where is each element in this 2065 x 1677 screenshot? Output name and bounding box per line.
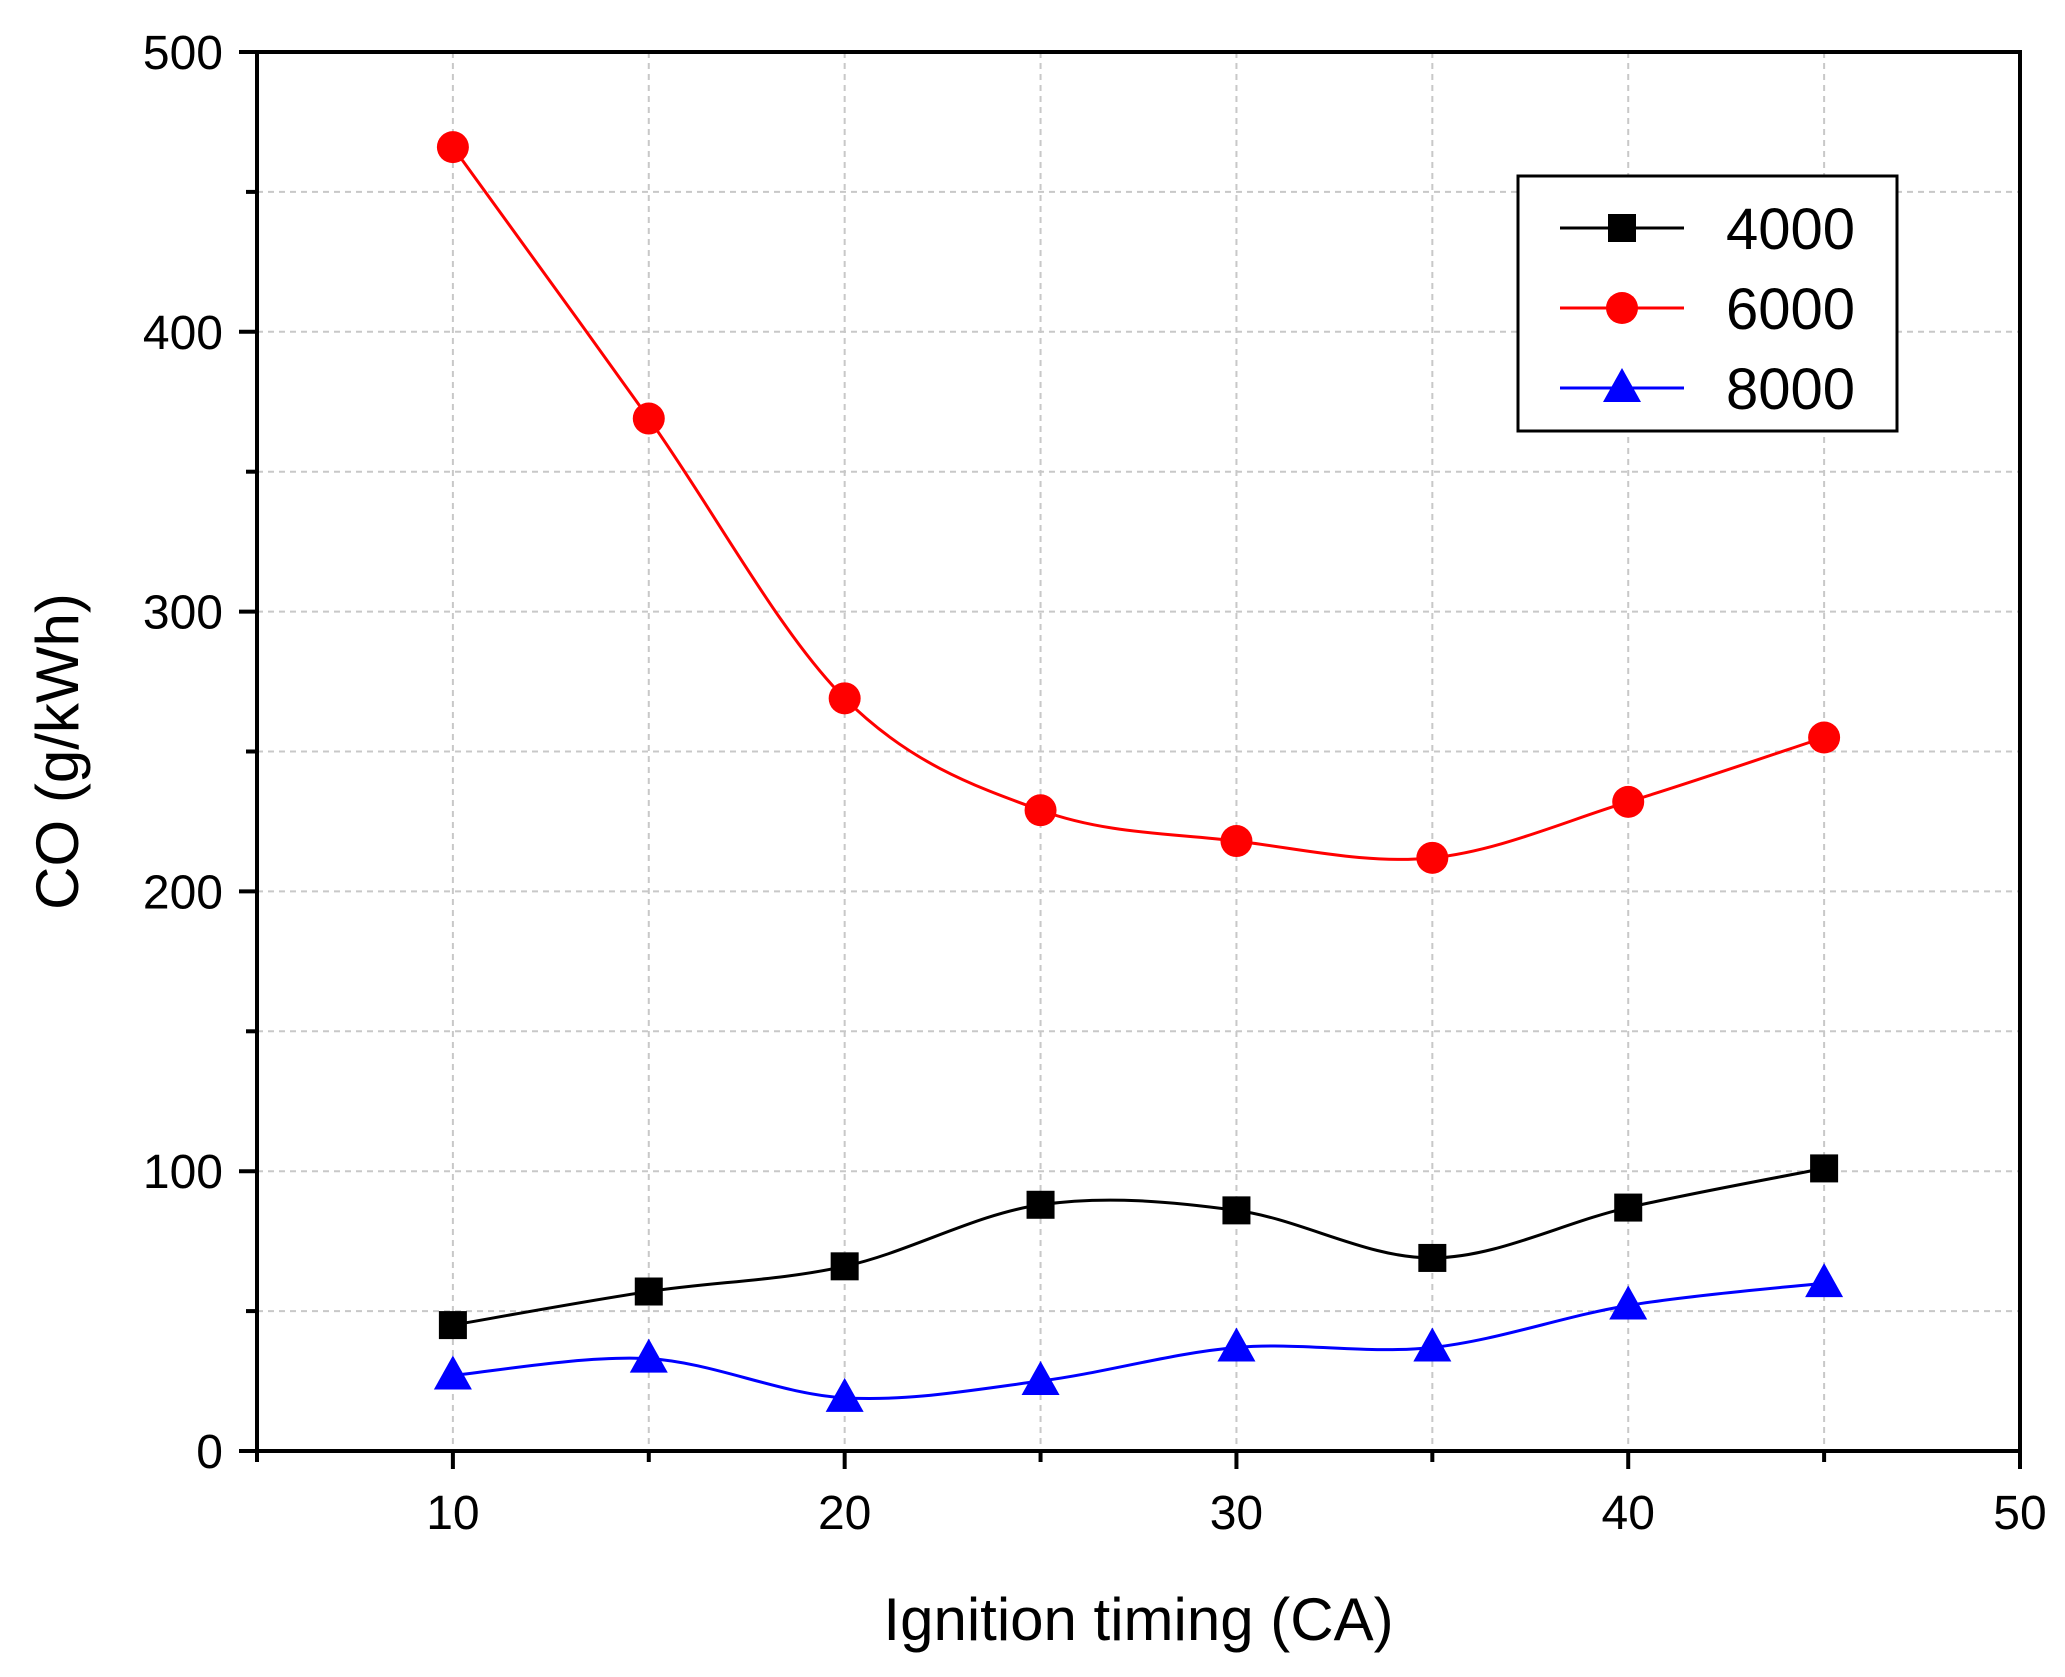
y-tick-label: 200	[143, 866, 223, 919]
data-point-6000	[828, 682, 861, 715]
legend-item-4000: 4000	[1560, 197, 1855, 262]
y-tick-label: 100	[143, 1146, 223, 1199]
x-tick-label: 40	[1602, 1487, 1655, 1540]
legend-item-8000: 8000	[1560, 357, 1855, 422]
legend-item-6000: 6000	[1560, 277, 1855, 342]
legend: 4000 6000 8000	[1516, 174, 1899, 433]
data-point-4000	[1614, 1193, 1643, 1222]
data-point-8000	[825, 1377, 864, 1412]
legend-marker	[1603, 368, 1641, 402]
legend-label: 4000	[1726, 197, 1855, 262]
legend-marker	[1606, 292, 1638, 324]
data-point-8000	[1217, 1327, 1256, 1362]
y-axis-title: CO (g/kWh)	[24, 593, 91, 910]
x-tick-label: 20	[818, 1487, 871, 1540]
legend-marker	[1608, 214, 1636, 242]
data-point-8000	[1021, 1361, 1060, 1396]
data-point-4000	[634, 1277, 663, 1306]
data-point-6000	[436, 131, 469, 164]
legend-label: 8000	[1726, 357, 1855, 422]
data-point-6000	[1024, 794, 1057, 827]
y-tick-label: 400	[143, 307, 223, 360]
x-axis-title: Ignition timing (CA)	[883, 1586, 1393, 1653]
y-tick-label: 0	[196, 1426, 223, 1479]
data-point-8000	[1805, 1263, 1844, 1298]
series-6000	[436, 131, 1841, 874]
data-point-6000	[1808, 721, 1841, 754]
x-tick-label: 30	[1210, 1487, 1263, 1540]
x-tick-label: 10	[426, 1487, 479, 1540]
data-point-8000	[1413, 1327, 1452, 1362]
y-tick-label: 300	[143, 587, 223, 640]
axis-ticks	[239, 50, 2022, 1469]
data-point-8000	[1609, 1285, 1648, 1320]
data-point-4000	[1810, 1154, 1839, 1183]
data-point-4000	[1026, 1190, 1055, 1219]
data-point-8000	[433, 1355, 472, 1390]
data-point-4000	[830, 1252, 859, 1281]
data-point-6000	[1612, 785, 1645, 818]
data-point-4000	[1418, 1243, 1447, 1272]
data-point-8000	[629, 1338, 668, 1373]
series-line-4000	[452, 1166, 1825, 1327]
y-tick-label: 500	[143, 27, 223, 80]
data-point-6000	[1220, 825, 1253, 858]
data-point-6000	[1416, 841, 1449, 874]
series-8000	[433, 1263, 1844, 1412]
x-tick-label: 50	[1993, 1487, 2046, 1540]
data-point-4000	[438, 1311, 467, 1340]
series-line-8000	[452, 1281, 1825, 1401]
data-point-6000	[632, 402, 665, 435]
series-4000	[438, 1154, 1839, 1340]
legend-label: 6000	[1726, 277, 1855, 342]
data-point-4000	[1222, 1196, 1251, 1225]
series-layer	[433, 131, 1844, 1412]
